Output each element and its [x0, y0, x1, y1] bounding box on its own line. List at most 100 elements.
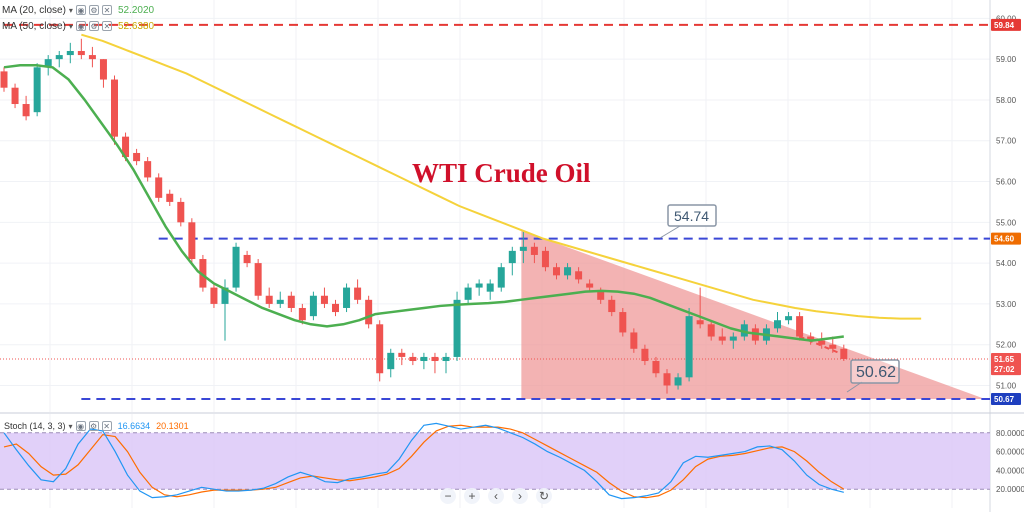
candle-body[interactable]	[210, 287, 218, 304]
ma20-legend[interactable]: MA (20, close) ▾ ◉ ⚙ ✕ 52.2020	[2, 2, 154, 18]
candle-body[interactable]	[541, 250, 549, 268]
candle-body[interactable]	[99, 59, 107, 80]
candle-body[interactable]	[276, 299, 284, 304]
candle-body[interactable]	[652, 361, 660, 374]
candle-body[interactable]	[144, 161, 152, 178]
candle-body[interactable]	[597, 291, 605, 300]
candle-body[interactable]	[409, 356, 417, 362]
close-icon[interactable]: ✕	[101, 21, 112, 31]
candle-body[interactable]	[729, 336, 737, 341]
triangle-pattern	[521, 230, 985, 399]
candle-body[interactable]	[11, 87, 19, 105]
reset-button[interactable]: ↻	[536, 488, 552, 504]
candle-body[interactable]	[519, 246, 527, 251]
candle-body[interactable]	[696, 320, 704, 325]
candle-body[interactable]	[387, 352, 395, 370]
candle-body[interactable]	[442, 356, 450, 362]
scroll-left-button[interactable]: ‹	[488, 488, 504, 504]
candle-body[interactable]	[133, 152, 141, 162]
candle-body[interactable]	[641, 348, 649, 362]
candle-body[interactable]	[420, 356, 428, 362]
candle-body[interactable]	[155, 177, 163, 198]
callout-box[interactable]	[667, 204, 717, 227]
candle-body[interactable]	[309, 295, 317, 317]
candle-body[interactable]	[0, 71, 8, 88]
candle-body[interactable]	[785, 316, 793, 321]
candle-body[interactable]	[243, 254, 251, 264]
candle-body[interactable]	[320, 295, 328, 304]
candle-body[interactable]	[44, 59, 52, 68]
candle-body[interactable]	[575, 271, 583, 280]
candle-body[interactable]	[221, 287, 229, 304]
candle-body[interactable]	[199, 259, 207, 288]
close-icon[interactable]: ✕	[101, 421, 112, 431]
price-axis-label-bg	[991, 363, 1021, 376]
candle-body[interactable]	[376, 324, 384, 374]
candle-body[interactable]	[608, 299, 616, 313]
candle-body[interactable]	[332, 303, 339, 313]
eye-icon[interactable]: ◉	[75, 421, 86, 431]
scroll-right-button[interactable]: ›	[512, 488, 528, 504]
chevron-down-icon[interactable]: ▾	[68, 421, 73, 431]
zoom-out-button[interactable]: −	[440, 488, 456, 504]
candle-body[interactable]	[508, 250, 516, 264]
candle-body[interactable]	[166, 193, 174, 202]
candle-body[interactable]	[796, 316, 804, 337]
chevron-down-icon[interactable]: ▾	[68, 21, 73, 31]
candle-body[interactable]	[354, 287, 362, 300]
candle-body[interactable]	[365, 299, 373, 325]
candle-body[interactable]	[188, 222, 196, 260]
candle-body[interactable]	[530, 246, 538, 255]
candle-body[interactable]	[774, 320, 781, 329]
candle-body[interactable]	[564, 267, 572, 276]
candle-body[interactable]	[77, 50, 85, 56]
candle-body[interactable]	[66, 50, 74, 56]
candle-body[interactable]	[486, 283, 494, 292]
candle-body[interactable]	[88, 55, 96, 60]
candle-body[interactable]	[663, 373, 671, 386]
candle-body[interactable]	[685, 316, 693, 378]
candle-body[interactable]	[829, 344, 837, 349]
candle-body[interactable]	[475, 283, 483, 288]
candle-body[interactable]	[265, 295, 273, 304]
candle-body[interactable]	[343, 287, 351, 308]
gear-icon[interactable]: ⚙	[88, 421, 99, 431]
candle-body[interactable]	[33, 67, 41, 113]
candle-body[interactable]	[807, 336, 815, 341]
candle-body[interactable]	[55, 55, 63, 60]
candle-body[interactable]	[630, 332, 638, 349]
candle-body[interactable]	[122, 136, 130, 158]
candle-body[interactable]	[22, 104, 30, 117]
eye-icon[interactable]: ◉	[75, 21, 86, 31]
candle-body[interactable]	[818, 340, 826, 345]
candle-body[interactable]	[453, 299, 461, 357]
candle-body[interactable]	[619, 312, 627, 333]
candle-body[interactable]	[287, 295, 295, 308]
candle-body[interactable]	[298, 307, 306, 321]
gear-icon[interactable]: ⚙	[88, 5, 99, 15]
eye-icon[interactable]: ◉	[75, 5, 86, 15]
candle-body[interactable]	[232, 246, 240, 288]
candle-body[interactable]	[674, 377, 682, 386]
candle-body[interactable]	[497, 267, 505, 288]
candle-body[interactable]	[718, 336, 726, 341]
close-icon[interactable]: ✕	[101, 5, 112, 15]
zoom-in-button[interactable]: +	[464, 488, 480, 504]
stoch-legend[interactable]: Stoch (14, 3, 3) ▾ ◉ ⚙ ✕ 16.6634 20.1301	[4, 421, 189, 431]
gear-icon[interactable]: ⚙	[88, 21, 99, 31]
candle-body[interactable]	[398, 352, 406, 357]
candle-body[interactable]	[464, 287, 472, 300]
candle-body[interactable]	[586, 283, 594, 288]
ma50-legend[interactable]: MA (50, close) ▾ ◉ ⚙ ✕ 52.6380	[2, 18, 154, 34]
candle-body[interactable]	[740, 324, 748, 337]
candle-body[interactable]	[254, 263, 262, 296]
candle-body[interactable]	[431, 356, 439, 362]
candle-body[interactable]	[177, 201, 185, 223]
candle-body[interactable]	[553, 267, 560, 276]
candle-body[interactable]	[707, 324, 715, 337]
candle-body[interactable]	[111, 79, 118, 137]
callout-box[interactable]	[850, 359, 900, 384]
chevron-down-icon[interactable]: ▾	[68, 5, 73, 15]
